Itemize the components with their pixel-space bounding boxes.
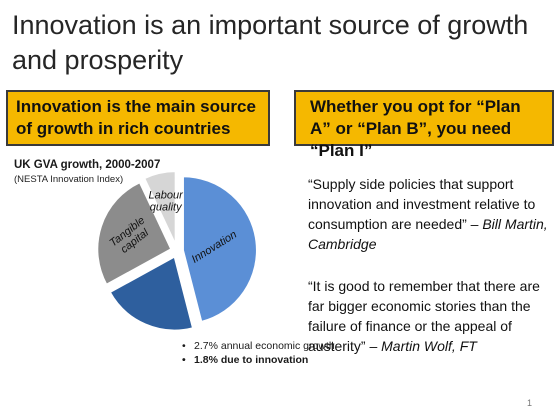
pie-slice-unlabeled-1 — [108, 255, 195, 332]
page-number: 1 — [526, 398, 532, 408]
left-heading-box: Innovation is the main source of growth … — [6, 90, 270, 146]
pie-label-labour-quality: Labour quality — [149, 189, 185, 213]
chart-annotations: 2.7% annual economic growth 1.8% due to … — [180, 340, 335, 368]
pie-slice-labour-quality — [142, 170, 177, 246]
chart-title: UK GVA growth, 2000-2007 — [14, 159, 161, 171]
quote-1: “Supply side policies that support innov… — [308, 174, 548, 254]
annotation-growth: 2.7% annual economic growth — [180, 340, 335, 353]
slide-title: Innovation is an important source of gro… — [12, 10, 529, 75]
chart-label: UK GVA growth, 2000-2007 (NESTA Innovati… — [14, 158, 160, 187]
quote-1-text: “Supply side policies that support innov… — [308, 176, 536, 232]
pie-slice-innovation — [181, 175, 258, 324]
right-heading-box: Whether you opt for “Plan A” or “Plan B”… — [294, 90, 554, 160]
quote-1-author: Bill Martin, Cambridge — [308, 216, 548, 252]
annotation-innovation: 1.8% due to innovation — [180, 354, 335, 367]
quote-2: “It is good to remember that there are f… — [308, 276, 553, 356]
chart-subtitle: (NESTA Innovation Index) — [14, 174, 124, 185]
quote-2-author: Martin Wolf, FT — [381, 338, 477, 354]
quote-2-text: “It is good to remember that there are f… — [308, 278, 540, 354]
pie-slice-tangible-capital — [96, 180, 173, 287]
